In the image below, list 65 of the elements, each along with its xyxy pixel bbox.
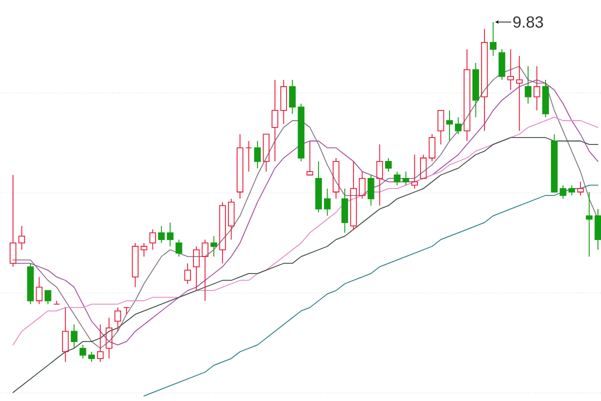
candlestick <box>358 171 366 200</box>
candlestick <box>184 262 191 284</box>
candlestick <box>394 171 400 186</box>
candlestick <box>560 184 566 200</box>
candlestick <box>176 239 182 258</box>
candlestick <box>402 171 410 186</box>
candlestick <box>341 188 348 234</box>
candlestick <box>228 198 235 240</box>
candlestick <box>114 307 122 332</box>
candlestick <box>350 160 357 230</box>
candlestick <box>123 307 130 315</box>
candlestick <box>158 226 165 244</box>
candlestick <box>454 116 462 135</box>
candlestick <box>96 324 104 362</box>
candlestick <box>586 192 593 258</box>
candlestick <box>298 103 304 162</box>
candlestick <box>236 134 244 200</box>
candlestick <box>202 239 208 302</box>
candlestick <box>166 222 174 247</box>
candlestick <box>368 174 374 206</box>
candlestick <box>428 134 436 162</box>
candlestick <box>577 181 584 196</box>
candlestick <box>411 154 418 190</box>
candlestick <box>36 276 43 305</box>
annotation: 9.83 <box>513 16 543 28</box>
candlestick <box>140 242 148 258</box>
candlestick <box>437 110 444 145</box>
candlestick <box>254 140 261 169</box>
candlestick <box>594 208 601 250</box>
candlestick <box>132 242 139 288</box>
candlestick <box>385 158 392 172</box>
candlestick <box>481 28 488 132</box>
candlestick <box>193 246 200 292</box>
candlestick <box>262 134 270 172</box>
candlestick <box>446 110 453 142</box>
candlestick <box>210 236 218 258</box>
candlestick <box>106 317 112 359</box>
candlestick <box>70 324 78 349</box>
candlestick <box>542 79 549 118</box>
candlestick <box>324 188 331 216</box>
candlestick <box>149 228 156 250</box>
candlestick <box>464 48 470 142</box>
candlestick <box>27 262 34 305</box>
candlestick <box>516 56 523 132</box>
candlestick <box>272 79 278 162</box>
candlestick <box>10 174 16 268</box>
candlestick <box>280 79 287 124</box>
candlestick <box>524 66 532 104</box>
candlestick <box>376 144 384 206</box>
candlestick <box>332 158 340 200</box>
candlestick <box>507 48 514 90</box>
candlestick <box>80 344 86 359</box>
candlestick <box>44 290 52 305</box>
candlestick <box>289 79 296 114</box>
candlestick <box>18 226 26 250</box>
candlestick <box>534 66 540 111</box>
candlestick <box>498 48 506 80</box>
candlestick <box>62 307 69 362</box>
candlestick <box>306 140 314 176</box>
candlestick <box>420 154 427 179</box>
candlestick <box>245 140 252 172</box>
candlestick <box>315 160 322 213</box>
candlestick <box>472 62 480 118</box>
candlestick <box>88 351 95 362</box>
candlestick <box>219 202 226 264</box>
